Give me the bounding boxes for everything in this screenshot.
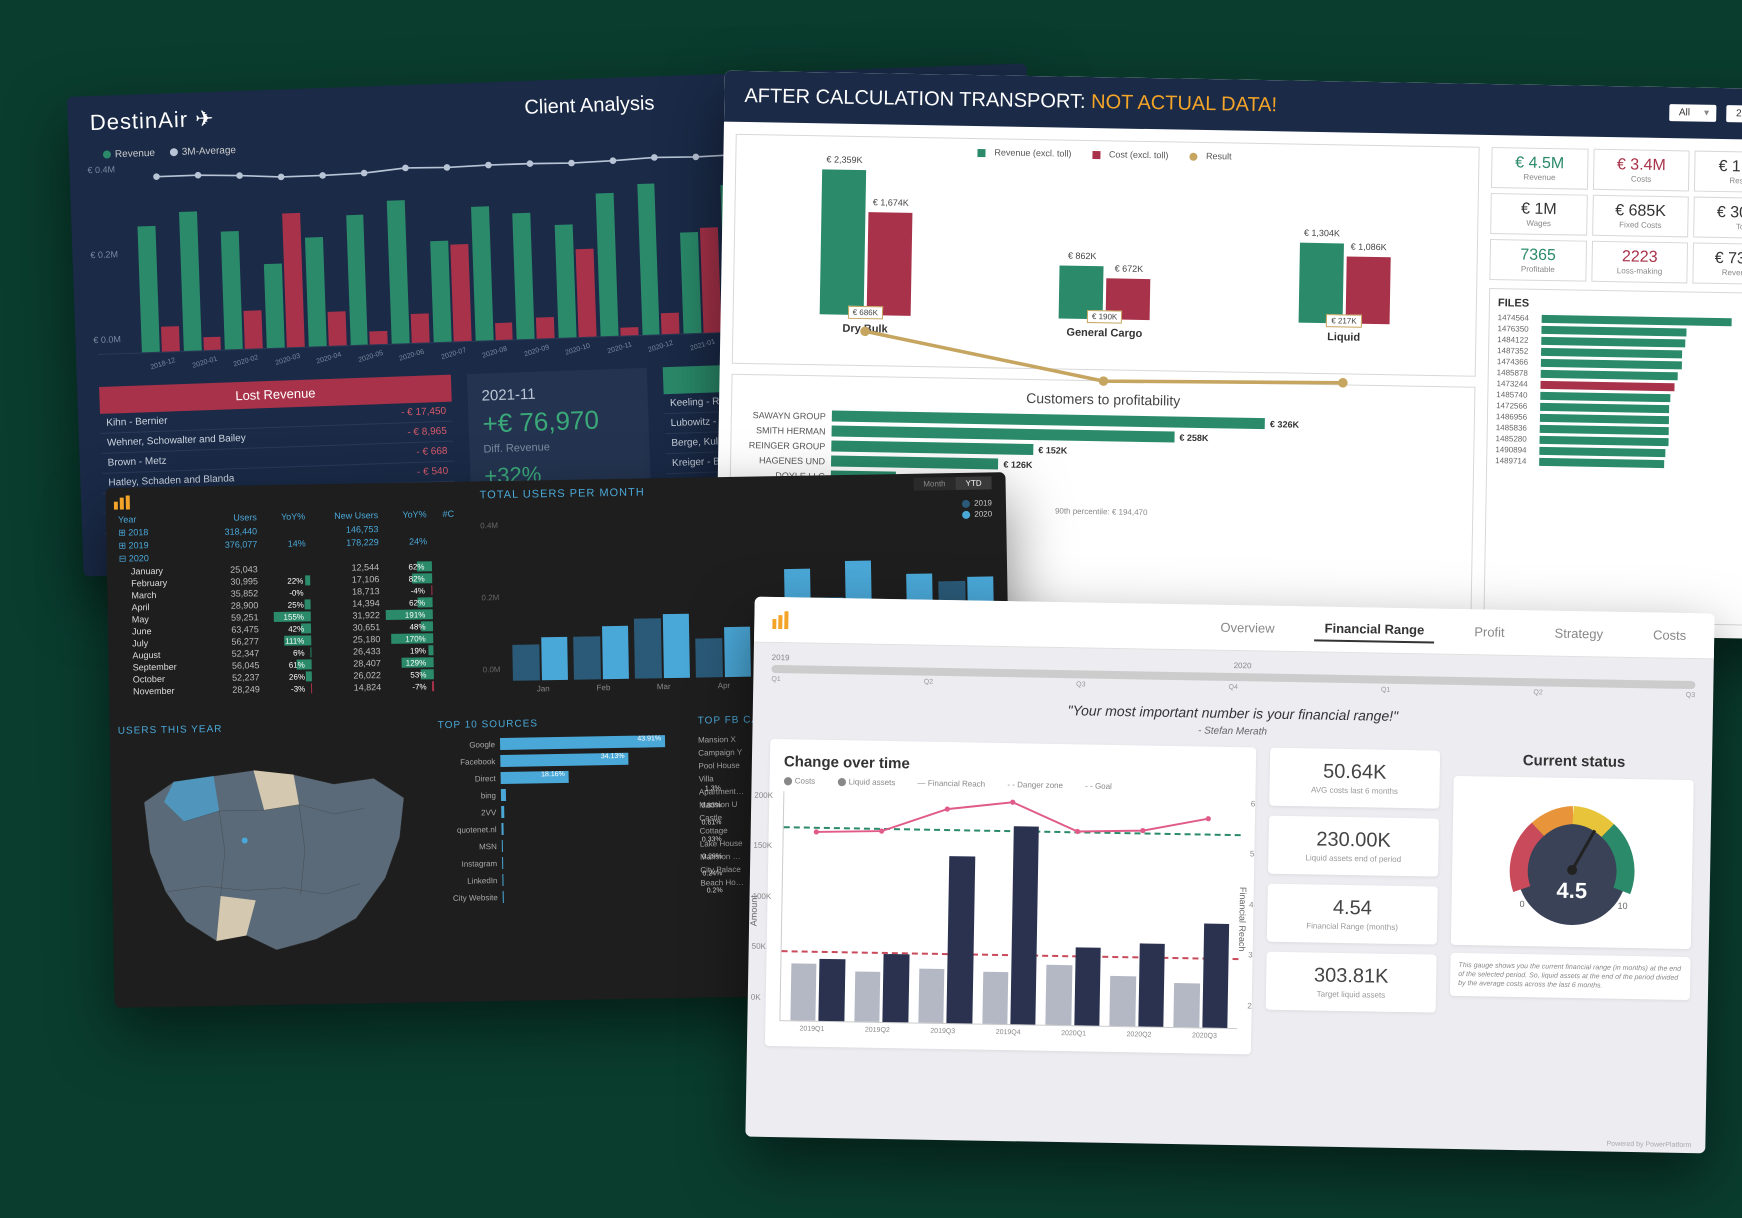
logo: DestinAir ✈ [89,106,215,136]
kpi-card: 4.54Financial Range (months) [1267,884,1438,945]
dot-icon [170,148,178,156]
chart-title: Change over time [784,753,1242,778]
kpi-grid: € 4.5MRevenue€ 3.4MCosts€ 1.1MResults € 1… [1489,147,1742,285]
bar-chart-icon [114,495,132,509]
top-sources: TOP 10 SOURCES Google43.91%Facebook34.13… [438,716,693,984]
kpi-card: € 685KFixed Costs [1592,195,1689,238]
diff-label: Diff. Revenue [483,438,635,455]
filter-year[interactable]: 2021 [1726,105,1742,123]
bar-chart-icon [772,610,790,628]
chart-title: Customers to profitability [742,385,1464,414]
tab-ytd[interactable]: YTD [955,476,991,490]
kpi-card: € 1MWages [1490,193,1587,236]
chart-legend: ⬤ Costs ⬤ Liquid assets — Financial Reac… [783,776,1241,793]
section-title: FILES [1498,297,1742,314]
belgium-map-icon [118,737,432,972]
tab-profit[interactable]: Profit [1464,620,1515,644]
kpi-cards: 50.64KAVG costs last 6 months 230.00KLiqu… [1265,748,1440,1058]
section-title: Current status [1454,751,1694,772]
period-label: 2021-11 [481,382,634,404]
tab-overview[interactable]: Overview [1210,616,1285,640]
kpi-card: € 1.1MResults [1694,151,1742,194]
chart-tabs[interactable]: MonthYTD [913,478,991,488]
category-chart: Revenue (excl. toll) Cost (excl. toll) R… [732,134,1480,377]
gauge-value: 4.5 [1556,878,1587,904]
kpi-card: 303.81KTarget liquid assets [1266,952,1437,1013]
users-map: USERS THIS YEAR [118,720,433,989]
gauge-note: This gauge shows you the current financi… [1450,953,1691,1000]
kpi-card: € 301KToll [1693,197,1742,240]
gauge-chart: 0 10 4.5 [1451,776,1694,949]
dot-icon [103,151,111,159]
gauge-max: 10 [1617,901,1627,911]
files-chart: FILES 1474564€ 1,8591476350€ 1,418148412… [1483,288,1742,626]
kpi-card: € 73.24Revenue/h [1693,243,1742,286]
footer: Powered by PowerPlatform [1606,1141,1691,1149]
dashboard-financial: Overview Financial Range Profit Strategy… [745,597,1714,1154]
kpi-card: € 3.4MCosts [1593,149,1690,192]
diff-value: +€ 76,970 [482,403,635,439]
users-table: YearUsersYoY%New UsersYoY%#C ⊞ 2018318,4… [106,482,470,718]
tab-costs[interactable]: Costs [1643,623,1697,647]
gauge-min: 0 [1519,899,1524,909]
tab-strategy[interactable]: Strategy [1544,621,1613,645]
gauge-panel: Current status 0 10 4.5 This gauge shows… [1449,751,1694,1062]
tab-financial-range[interactable]: Financial Range [1314,616,1434,643]
tab-month[interactable]: Month [913,477,955,491]
kpi-card: 7365Profitable [1489,239,1586,282]
kpi-card: 2223Loss-making [1591,241,1688,284]
page-title: AFTER CALCULATION TRANSPORT: NOT ACTUAL … [744,85,1659,124]
kpi-card: € 4.5MRevenue [1491,147,1588,190]
section-title: USERS THIS YEAR [118,720,428,736]
filter-all[interactable]: All [1669,104,1716,122]
section-title: TOP 10 SOURCES [438,716,688,731]
kpi-card: 230.00KLiquid assets end of period [1268,816,1439,877]
change-over-time-chart: Change over time ⬤ Costs ⬤ Liquid assets… [765,739,1256,1054]
kpi-card: 50.64KAVG costs last 6 months [1269,748,1440,809]
